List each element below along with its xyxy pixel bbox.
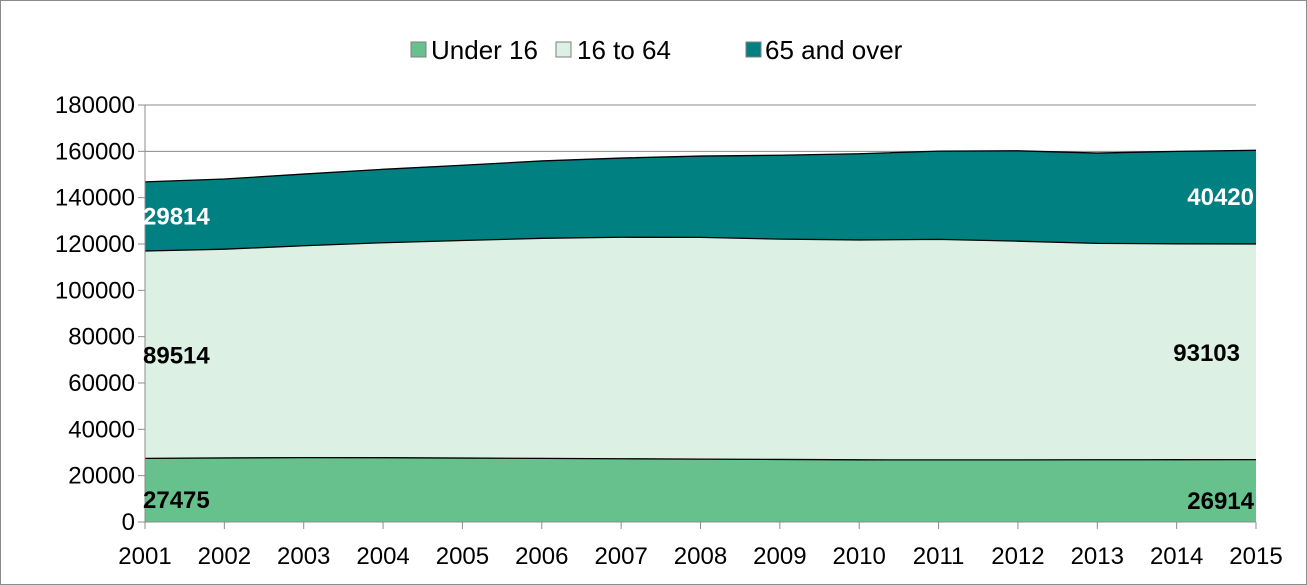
y-tick-label: 120000	[55, 231, 135, 258]
data-label: 89514	[143, 343, 210, 370]
data-label: 29814	[143, 203, 210, 230]
data-label: 27475	[143, 487, 210, 514]
x-tick-label: 2012	[991, 543, 1044, 570]
data-label: 93103	[1173, 340, 1240, 367]
x-tick-label: 2002	[198, 543, 251, 570]
x-tick-label: 2011	[913, 543, 965, 570]
series-boundary-line	[144, 456, 1257, 461]
legend-label: Under 16	[431, 35, 538, 65]
area-under-16	[145, 457, 1256, 522]
y-tick-label: 80000	[68, 324, 135, 351]
legend: Under 16 16 to 64 65 and over	[410, 35, 903, 65]
legend-label: 65 and over	[765, 35, 903, 65]
y-tick-label: 60000	[68, 370, 135, 397]
x-tick-label: 2015	[1229, 543, 1282, 570]
y-tick-label: 140000	[55, 185, 135, 212]
x-tick-label: 2003	[277, 543, 330, 570]
legend-swatch	[410, 41, 427, 58]
x-tick-label: 2013	[1071, 543, 1124, 570]
area-65-and-over	[145, 150, 1256, 251]
series-boundary-line	[144, 149, 1257, 183]
x-tick-label: 2007	[594, 543, 647, 570]
x-tick-label: 2005	[436, 543, 489, 570]
area-16-to-64	[145, 237, 1256, 460]
data-label: 40420	[1187, 184, 1254, 211]
y-tick-label: 180000	[55, 92, 135, 119]
x-tick-label: 2009	[753, 543, 806, 570]
x-tick-label: 2014	[1150, 543, 1203, 570]
legend-swatch	[555, 41, 572, 58]
legend-swatch	[745, 41, 762, 58]
x-tick-label: 2010	[833, 543, 886, 570]
x-tick-label: 2001	[118, 543, 171, 570]
x-tick-label: 2008	[674, 543, 727, 570]
axes: 0 20000 40000 60000 80000 100000 120000 140000 1…	[55, 92, 1283, 570]
series-boundary-line	[144, 236, 1257, 252]
y-tick-label: 160000	[55, 138, 135, 165]
y-tick-label: 0	[122, 509, 135, 536]
x-tick-label: 2006	[515, 543, 568, 570]
y-tick-label: 40000	[68, 416, 135, 443]
legend-label: 16 to 64	[577, 35, 671, 65]
y-tick-label: 20000	[68, 463, 135, 490]
x-tick-label: 2004	[356, 543, 409, 570]
data-labels: 27475 26914 89514 93103 29814 40420	[143, 184, 1255, 515]
data-label: 26914	[1187, 488, 1254, 515]
y-tick-label: 100000	[55, 277, 135, 304]
area-series	[144, 149, 1257, 522]
